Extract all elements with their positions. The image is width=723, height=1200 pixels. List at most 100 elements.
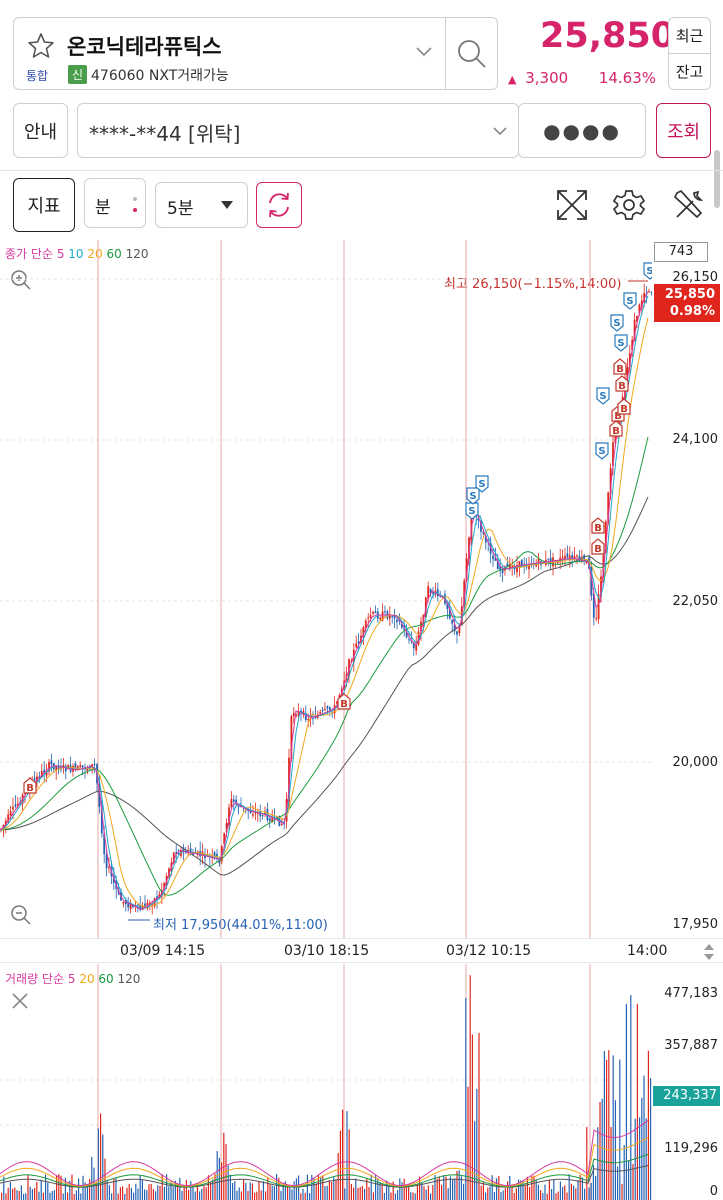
candle-body — [232, 799, 235, 802]
chevron-down-icon[interactable] — [414, 44, 434, 60]
volume-bar — [20, 1185, 22, 1200]
volume-bar — [280, 1191, 282, 1200]
volume-bar — [533, 1175, 535, 1200]
volume-tick-1: 477,183 — [664, 986, 718, 1001]
account-select[interactable]: ****-**44 [위탁] — [77, 103, 519, 158]
volume-bar — [454, 1178, 456, 1200]
indicator-button[interactable]: 지표 — [13, 178, 75, 232]
candle-body — [300, 710, 302, 712]
volume-bar — [150, 1183, 152, 1200]
fullscreen-icon[interactable] — [554, 187, 590, 223]
price-tick-2: 24,100 — [672, 432, 719, 447]
period-unit-select[interactable]: 분 — [84, 178, 146, 228]
interval-select[interactable]: 5분 — [155, 182, 248, 228]
change-row: ▲ 3,300 — [508, 69, 568, 87]
volume-legend: 거래량 단순 5 20 60 120 — [5, 970, 140, 987]
candle-body — [7, 814, 10, 822]
volume-bar — [117, 1193, 119, 1200]
candle-body — [33, 777, 36, 780]
volume-bar — [632, 1163, 634, 1200]
volume-bar — [496, 1178, 498, 1200]
volume-bar — [441, 1184, 443, 1200]
stock-search-box[interactable]: 온코닉테라퓨틱스 통합 신 476060 NXT거래가능 — [13, 17, 498, 90]
candle-body — [328, 707, 331, 711]
candle-body — [16, 803, 19, 806]
volume-bar — [392, 1181, 394, 1200]
recent-button[interactable]: 최근 — [668, 17, 711, 54]
svg-text:B: B — [614, 411, 622, 422]
volume-bar — [485, 1192, 487, 1200]
candle-body — [189, 848, 192, 854]
page-scrollbar[interactable] — [714, 150, 720, 208]
candle-body — [381, 611, 384, 621]
password-field[interactable]: ●●●● — [518, 103, 646, 158]
volume-bar — [155, 1191, 157, 1200]
volume-bar — [49, 1192, 51, 1200]
volume-ma5-line — [0, 1120, 649, 1187]
dot-indicator — [133, 197, 137, 201]
volume-bar — [449, 1176, 451, 1200]
candle-body — [252, 814, 254, 816]
volume-bar — [645, 1118, 647, 1200]
volume-bar — [639, 1117, 641, 1200]
candle-body — [105, 854, 108, 869]
candle-body — [290, 715, 293, 759]
candle-body — [98, 784, 101, 807]
volume-bar — [62, 1193, 64, 1200]
refresh-button[interactable] — [256, 182, 302, 228]
price-tick-1: 26,150 — [672, 270, 719, 285]
volume-bar — [623, 1145, 625, 1200]
search-icon[interactable] — [454, 36, 490, 72]
volume-bar — [570, 1183, 572, 1200]
change-percent: 14.63% — [598, 69, 656, 87]
volume-bar — [27, 1174, 29, 1200]
volume-bar — [487, 1187, 489, 1200]
vlegend-ma120: 120 — [117, 972, 141, 986]
volume-bar — [298, 1175, 300, 1200]
query-button[interactable]: 조회 — [656, 103, 711, 158]
candle-body — [177, 853, 180, 855]
volume-bar — [159, 1186, 161, 1200]
zoom-out-icon[interactable] — [9, 903, 33, 927]
volume-bar — [599, 1101, 601, 1200]
volume-bar — [192, 1186, 194, 1200]
volume-bar — [469, 975, 471, 1200]
guide-button[interactable]: 안내 — [13, 103, 68, 158]
volume-bar — [416, 1183, 418, 1200]
volume-bar — [480, 1185, 482, 1200]
volume-bar — [553, 1179, 555, 1200]
axis-scroll-arrows-icon[interactable] — [702, 942, 716, 962]
balance-button[interactable]: 잔고 — [668, 53, 711, 90]
buy-signal-marker: B — [591, 517, 605, 534]
star-icon[interactable] — [26, 31, 56, 61]
tools-icon[interactable] — [671, 187, 707, 223]
volume-bar — [71, 1174, 73, 1200]
volume-bar — [58, 1174, 60, 1200]
candle-body — [364, 620, 367, 629]
volume-bar — [353, 1187, 355, 1200]
volume-bar — [471, 1034, 473, 1200]
volume-bar — [152, 1189, 154, 1200]
min-price-label: 최저 17,950(44.01%,11:00) — [153, 918, 328, 933]
volume-bar — [212, 1179, 214, 1200]
volume-bar — [566, 1192, 568, 1200]
candle-body — [372, 611, 374, 614]
volume-bar — [128, 1183, 130, 1200]
price-tick-3: 22,050 — [672, 594, 719, 609]
volume-bar — [320, 1177, 322, 1200]
volume-bar — [232, 1183, 234, 1200]
svg-text:B: B — [616, 364, 624, 375]
volume-bar — [612, 1055, 614, 1200]
candle-body — [453, 624, 456, 632]
zoom-in-icon[interactable] — [9, 268, 33, 292]
close-icon[interactable] — [10, 991, 30, 1011]
volume-bar — [322, 1175, 324, 1200]
sell-signal-marker: S — [596, 387, 610, 405]
settings-gear-icon[interactable] — [612, 188, 646, 222]
volume-bar — [617, 1166, 619, 1200]
candle-body — [225, 822, 228, 833]
volume-bar — [146, 1190, 148, 1200]
volume-bar — [260, 1190, 262, 1200]
candle-body — [216, 853, 218, 858]
